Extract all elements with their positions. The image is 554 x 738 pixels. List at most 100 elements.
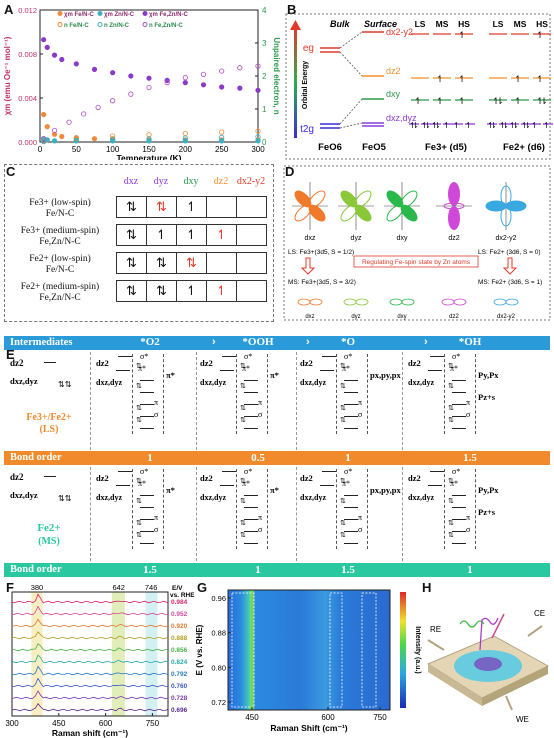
spin-column-header: LS	[493, 19, 504, 29]
colorbar-label: Intensity (a.u.)	[414, 626, 421, 673]
ls-right-label: LS: Fe2+ (3d6, S = 0)	[478, 249, 541, 256]
x-tick-label: 250	[215, 145, 229, 154]
level-line	[44, 362, 56, 363]
row-label-catalyst: Fe/N-C	[45, 265, 75, 275]
data-point	[66, 119, 72, 125]
down-arrow	[502, 257, 518, 275]
y-tick-label: 0.88	[211, 629, 226, 638]
mo-level	[344, 428, 358, 429]
potential-label: 0.952	[171, 611, 188, 618]
y-tick-label: 0.008	[18, 50, 37, 59]
spectrum-line	[11, 605, 169, 616]
electrode-we	[505, 695, 513, 711]
spectrum-line	[11, 654, 169, 664]
x-tick-label: 600	[99, 719, 113, 728]
electron-up: ↿	[514, 74, 522, 84]
ligand-orbital-label: π*	[166, 485, 175, 495]
mini-orbital	[389, 298, 403, 306]
panel-label-e: E	[6, 347, 15, 362]
data-point	[219, 134, 225, 140]
row-label-ion: Fe3+ (medium-spin)	[20, 226, 100, 236]
sigma-star-label: σ*	[452, 352, 461, 361]
dxzdyz-label: dxz,dyz	[10, 490, 38, 500]
mo-electron-pair: ⇅	[240, 363, 246, 370]
orbital-lobe	[448, 206, 460, 230]
data-point	[110, 98, 116, 104]
orbital-cell: ↿	[206, 224, 237, 246]
orbital-label: dyz	[351, 314, 360, 320]
surface-level-label: dxz,dyz	[386, 113, 417, 123]
fe2-label: Fe2+ (d6)	[503, 142, 545, 153]
x-tick-label: 50	[72, 145, 81, 154]
data-point	[59, 133, 65, 140]
mo-level	[428, 370, 442, 371]
sigma-label: σ	[358, 525, 363, 534]
dxzdyz-label: dxz,dyz	[96, 493, 122, 502]
electron-pair: ⇅⇅	[58, 380, 72, 389]
data-point	[73, 136, 79, 142]
electron-up: ↿	[431, 121, 438, 130]
mo-electron-pair: ⇅	[340, 478, 346, 485]
row-label: Fe2+ (low-spin) Fe/N-C	[10, 254, 110, 276]
orbital-label: dxy	[397, 314, 406, 320]
electron-up: ↿	[465, 121, 472, 130]
row1-sub: (LS)	[39, 424, 59, 435]
bond-order-value: 1.5	[463, 452, 477, 464]
highlight-band	[31, 592, 43, 716]
orbital-cell: ⇅	[116, 224, 147, 246]
x-tick-label: 750	[146, 719, 160, 728]
bond-order-label: Bond order	[10, 564, 62, 575]
data-point	[182, 75, 188, 81]
diagram-h: RE CE WE	[426, 609, 550, 724]
sigma-star-label: σ*	[344, 467, 353, 476]
dxzdyz-label: dxz,dyz	[300, 493, 326, 502]
mo-electron-pair: ⇅	[136, 383, 142, 390]
mo-connector	[236, 354, 268, 434]
x-axis-label: Raman Shift (cm⁻¹)	[270, 723, 347, 733]
panel-label-h: H	[422, 580, 432, 595]
orbital-cell: ⇅	[176, 252, 207, 274]
sigma-star-label: σ*	[344, 352, 353, 361]
orbital-ring	[443, 202, 465, 210]
data-point	[41, 136, 47, 142]
electron-down: ⇂	[490, 121, 497, 130]
bond-order-bar	[4, 451, 550, 465]
mo-level	[140, 428, 154, 429]
mo-electron-pair: ⇅	[448, 417, 454, 424]
spectrum-line	[11, 593, 169, 604]
orbital-label: dyz	[351, 235, 362, 242]
mo-level	[244, 416, 258, 417]
plot-frame	[11, 591, 169, 717]
ce-label: CE	[534, 609, 545, 618]
data-point	[73, 137, 79, 143]
pi-star-label: π*	[242, 364, 251, 373]
pi-label: π	[466, 398, 471, 407]
orbital-label: dx2-y2	[495, 235, 516, 242]
bond-order-bar	[4, 563, 550, 577]
y-tick-label: 0.012	[18, 6, 37, 15]
bond-order-value: 1	[467, 564, 473, 576]
mo-level	[220, 485, 234, 486]
sigma-star-label: σ*	[140, 467, 149, 476]
mo-level	[140, 519, 154, 520]
legend-marker	[57, 11, 63, 16]
x-tick-label: 0	[38, 145, 43, 154]
highlight-band	[145, 592, 158, 716]
mo-electron-pair: ⇅	[448, 498, 454, 505]
divider	[296, 352, 297, 450]
mini-orbital	[441, 298, 455, 306]
orbital-lobe	[354, 190, 372, 208]
orbital-lobe	[505, 200, 527, 212]
mo-level	[344, 416, 358, 417]
pi-star-label: π*	[242, 479, 251, 488]
dz2-label: dz2	[408, 358, 421, 368]
data-point	[110, 136, 116, 142]
mo-electron-pair: ⇅	[340, 417, 346, 424]
data-point	[219, 138, 225, 144]
intermediates-banner	[4, 336, 550, 350]
data-point	[110, 138, 116, 144]
data-point	[255, 87, 261, 93]
row-label-catalyst: Fe,Zn/N-C	[39, 237, 81, 247]
heatmap-band	[250, 590, 254, 710]
divider	[90, 467, 91, 561]
